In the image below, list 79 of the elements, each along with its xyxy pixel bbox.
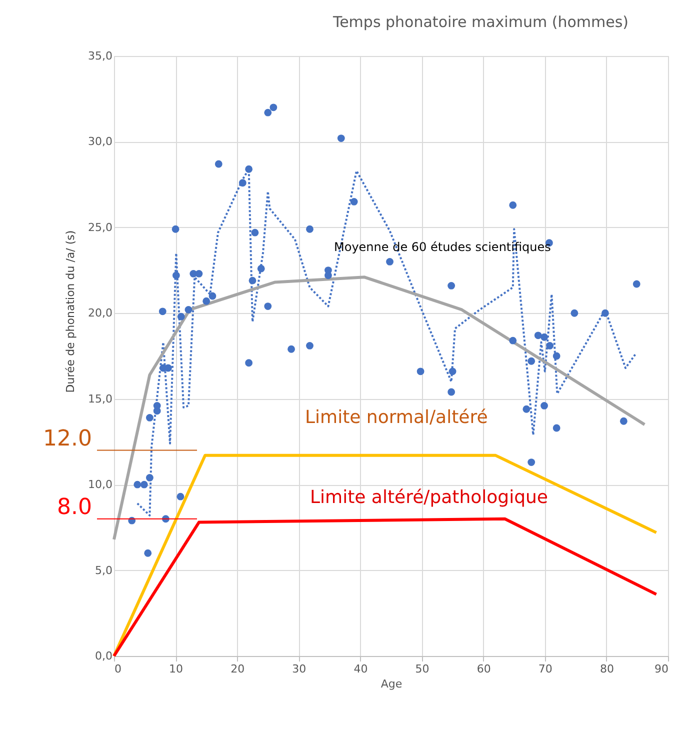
point: [528, 458, 536, 466]
point: [552, 424, 560, 432]
point: [264, 302, 272, 310]
y-axis-title: Durée de phonation du /a/ (s): [64, 230, 78, 393]
point: [214, 160, 222, 168]
point: [245, 359, 253, 367]
y-tick-label: 5,0: [95, 564, 112, 577]
y-tick-label: 20,0: [88, 306, 112, 320]
point: [306, 342, 314, 350]
ref-line-label: 12.0: [43, 426, 92, 452]
y-tick-label: 15,0: [88, 392, 112, 406]
point: [350, 198, 358, 206]
point: [146, 414, 154, 422]
point: [540, 333, 548, 341]
point: [528, 357, 536, 365]
x-tick-label: 30: [292, 662, 306, 676]
point: [632, 280, 640, 288]
point: [195, 270, 203, 278]
chart-title: Temps phonatoire maximum (hommes): [332, 13, 628, 31]
point: [238, 179, 246, 187]
y-tick-label: 10,0: [88, 478, 112, 492]
point: [184, 306, 192, 314]
line-series: [112, 276, 646, 541]
point: [509, 201, 517, 209]
point: [177, 312, 185, 320]
point: [570, 309, 578, 317]
x-tick-label: 60: [476, 662, 491, 676]
point: [202, 297, 210, 305]
point: [509, 336, 517, 344]
point: [248, 276, 256, 284]
x-tick-label: 20: [230, 662, 245, 676]
point: [270, 104, 278, 112]
point: [448, 282, 456, 290]
point: [337, 134, 345, 142]
y-tick-label: 30,0: [88, 135, 112, 148]
point: [264, 108, 272, 116]
point: [251, 228, 259, 236]
line-series: [112, 517, 658, 658]
point: [416, 368, 424, 376]
annotation: Limite normal/altéré: [305, 407, 488, 428]
point: [134, 480, 142, 488]
point: [546, 342, 554, 350]
point: [552, 352, 560, 360]
ref-line-label: 8.0: [57, 494, 92, 520]
x-tick-label: 10: [169, 662, 184, 676]
x-tick-label: 50: [415, 662, 430, 676]
point: [140, 480, 148, 488]
point: [522, 405, 530, 413]
point: [172, 225, 180, 233]
point: [620, 417, 628, 425]
y-tick-label: 25,0: [88, 220, 112, 234]
point: [386, 258, 394, 266]
x-tick-label: 40: [354, 662, 368, 676]
x-tick-label: 80: [600, 662, 614, 676]
point: [158, 308, 166, 316]
point: [448, 368, 456, 376]
x-tick-label: 0: [114, 662, 122, 676]
point: [448, 388, 456, 396]
point: [172, 272, 180, 280]
point: [208, 292, 216, 300]
point: [153, 407, 161, 415]
point: [602, 309, 609, 317]
point: [540, 402, 548, 410]
x-tick-label: 90: [654, 662, 668, 676]
y-tick-label: 35,0: [88, 50, 112, 62]
x-axis-title: Age: [380, 678, 402, 690]
annotation: Moyenne de 60 études scientifiques: [334, 240, 551, 254]
point: [288, 345, 295, 353]
point: [176, 492, 184, 500]
point: [144, 549, 152, 557]
point: [245, 165, 253, 173]
point: [257, 264, 265, 272]
point: [534, 332, 542, 340]
point: [324, 272, 332, 280]
point: [146, 474, 154, 482]
x-tick-label: 70: [538, 662, 552, 676]
point: [306, 225, 314, 233]
annotation: Limite altéré/pathologique: [310, 487, 548, 508]
y-tick-label: 0,0: [95, 650, 112, 662]
